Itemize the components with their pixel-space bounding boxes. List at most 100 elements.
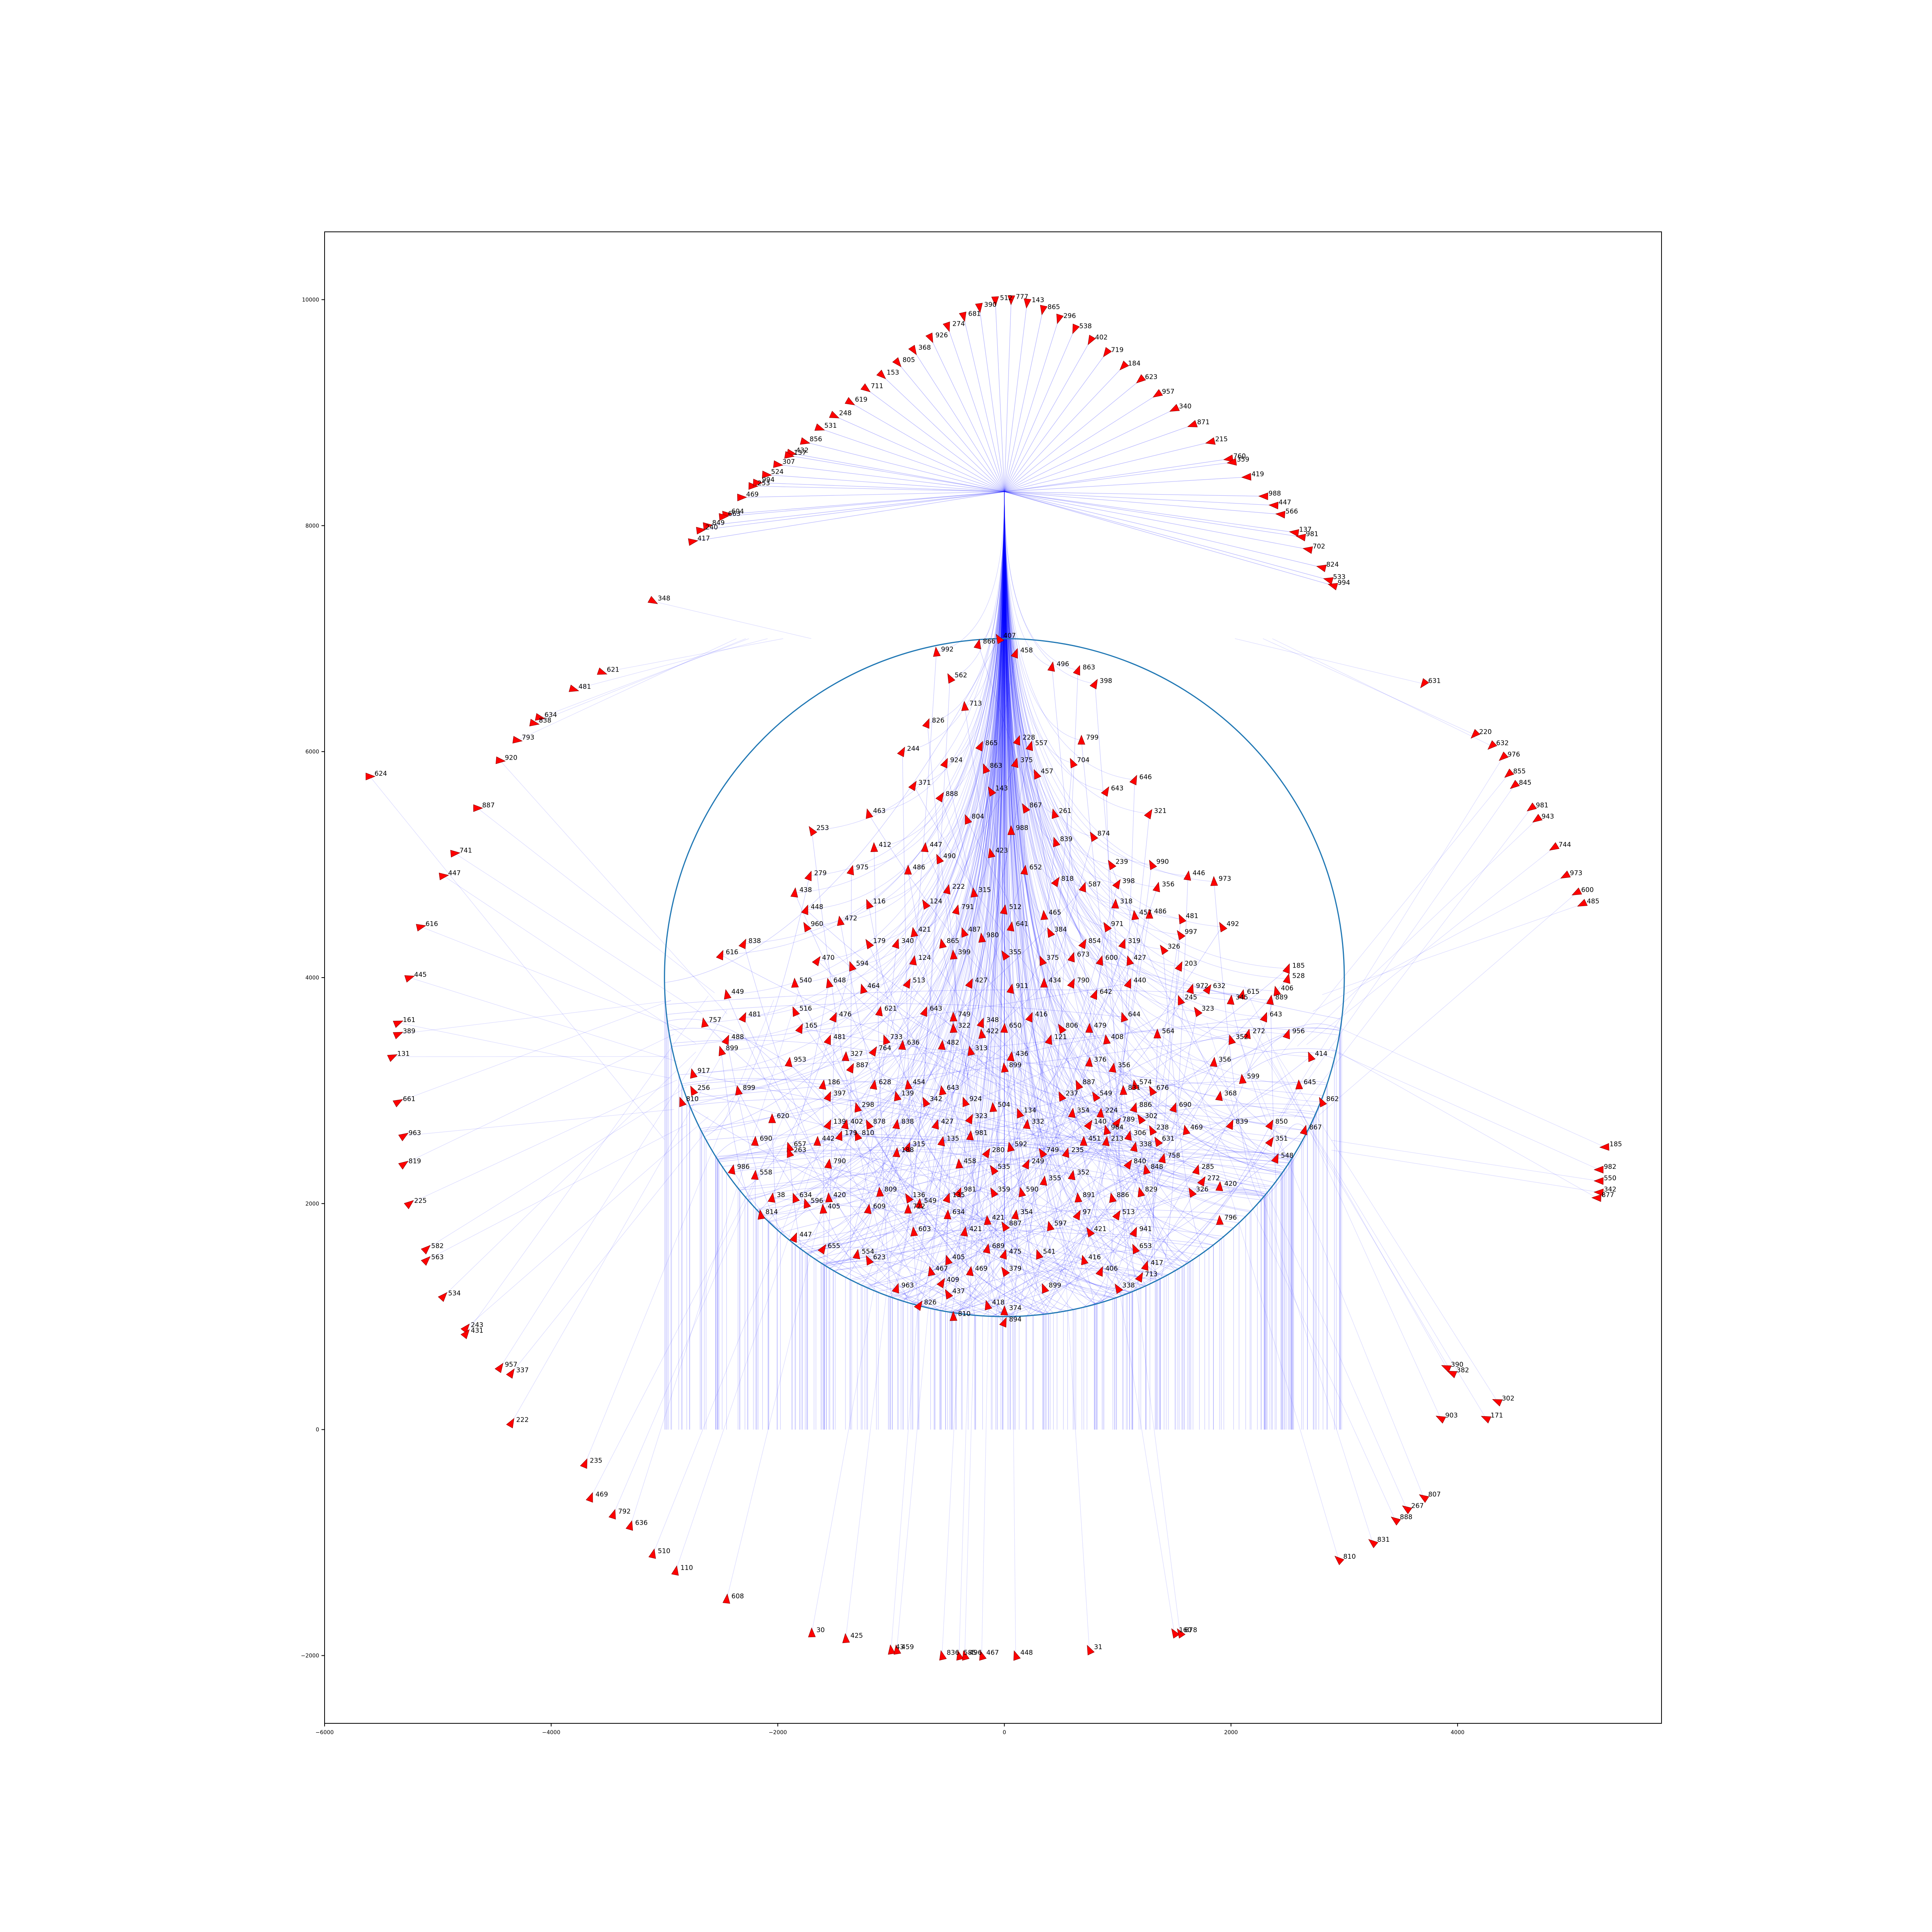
inner-marker bbox=[1103, 1034, 1111, 1044]
inner-marker-label: 179 bbox=[873, 937, 885, 945]
trajectory-line bbox=[1004, 492, 1025, 871]
inner-marker bbox=[1124, 1130, 1132, 1141]
trajectory-line bbox=[993, 492, 1005, 1108]
trajectory-line bbox=[1004, 492, 1222, 927]
trajectory-line bbox=[1004, 492, 1084, 888]
trajectory-line bbox=[941, 1231, 1090, 1430]
trajectory-line bbox=[1004, 492, 1135, 780]
trajectory-line bbox=[951, 893, 974, 1430]
trajectory-line bbox=[772, 1119, 778, 1430]
inner-marker-label: 557 bbox=[1035, 740, 1048, 747]
trajectory-line bbox=[794, 983, 1068, 1430]
trajectory-line bbox=[1004, 492, 1084, 944]
outer-marker-label: 831 bbox=[1377, 1536, 1389, 1544]
trajectory-line bbox=[973, 492, 1005, 893]
trajectory-line bbox=[1004, 492, 1019, 1114]
trajectory-line bbox=[828, 492, 1005, 1125]
inner-marker-label: 554 bbox=[862, 1248, 874, 1255]
arc-marker bbox=[696, 527, 706, 535]
trajectory-line bbox=[721, 1051, 754, 1430]
trajectory-line bbox=[1004, 366, 1124, 492]
trajectory-line bbox=[681, 1078, 971, 1430]
inner-marker-label: 749 bbox=[958, 1010, 970, 1018]
trajectory-line bbox=[811, 830, 918, 1430]
trajectory-line bbox=[500, 760, 728, 1014]
inner-marker bbox=[825, 1192, 833, 1202]
outer-marker-label: 302 bbox=[1502, 1395, 1514, 1403]
inner-marker-label: 213 bbox=[1111, 1135, 1123, 1143]
trajectory-line bbox=[987, 492, 1005, 1306]
trajectory-line bbox=[947, 327, 1005, 492]
inner-marker bbox=[1000, 904, 1008, 915]
inner-marker-label: 356 bbox=[1118, 1061, 1130, 1069]
arc-marker-label: 390 bbox=[984, 301, 997, 309]
trajectory-line bbox=[817, 492, 1005, 1142]
inner-marker bbox=[950, 949, 958, 960]
trajectory-line bbox=[1004, 492, 1214, 882]
inner-marker bbox=[716, 950, 723, 961]
trajectory-line bbox=[701, 887, 1084, 1430]
inner-marker bbox=[1112, 879, 1121, 889]
inner-marker-label: 840 bbox=[1134, 1158, 1146, 1165]
trajectory-line bbox=[888, 678, 951, 1430]
trajectory-line bbox=[1004, 492, 1012, 927]
inner-marker bbox=[1238, 989, 1245, 1000]
outer-marker-label: 877 bbox=[1602, 1191, 1614, 1199]
trajectory-line bbox=[534, 638, 746, 724]
inner-marker-label: 791 bbox=[961, 903, 974, 911]
arc-marker-label: 143 bbox=[1032, 296, 1044, 304]
inner-marker bbox=[949, 1011, 957, 1022]
outer-marker bbox=[1510, 780, 1520, 789]
trajectory-line bbox=[908, 983, 1266, 1430]
trajectory-line bbox=[1004, 492, 1010, 1147]
inner-marker-label: 988 bbox=[1016, 824, 1028, 832]
trajectory-line bbox=[1004, 492, 1044, 916]
outer-marker bbox=[1532, 814, 1543, 823]
trajectory-line bbox=[1004, 462, 1232, 492]
trajectory-line bbox=[1004, 492, 1073, 1114]
trajectory-line bbox=[573, 638, 768, 690]
trajectory-line bbox=[1004, 492, 1197, 1170]
outer-marker-label: 982 bbox=[1604, 1163, 1616, 1171]
inner-marker-label: 838 bbox=[901, 1118, 914, 1126]
inner-marker bbox=[1154, 1136, 1163, 1147]
trajectory-line bbox=[1004, 492, 1107, 1040]
inner-marker bbox=[1039, 955, 1047, 966]
x-tick-label: −4000 bbox=[542, 1730, 560, 1736]
outer-marker-label: 337 bbox=[516, 1366, 529, 1374]
inner-marker bbox=[965, 978, 973, 989]
inner-marker-label: 899 bbox=[743, 1084, 755, 1092]
inner-marker-label: 757 bbox=[709, 1016, 721, 1024]
trajectory-line bbox=[748, 791, 991, 1430]
trajectory-line bbox=[1004, 492, 1111, 865]
trajectory-line bbox=[668, 1028, 908, 1430]
trajectory-line bbox=[1250, 1031, 1452, 1373]
trajectory-line bbox=[913, 350, 1005, 492]
outer-marker-label: 624 bbox=[374, 770, 387, 777]
inner-marker bbox=[790, 887, 798, 898]
outer-marker bbox=[529, 719, 540, 726]
trajectory-line bbox=[398, 1000, 671, 1102]
trajectory-line bbox=[1272, 638, 1492, 747]
inner-marker-label: 634 bbox=[952, 1208, 965, 1216]
outer-marker-label: 838 bbox=[539, 717, 551, 724]
inner-marker bbox=[1019, 1187, 1026, 1197]
inner-marker bbox=[1283, 973, 1291, 984]
inner-marker-label: 356 bbox=[1162, 881, 1174, 888]
trajectory-line bbox=[1004, 492, 1018, 741]
inner-marker bbox=[1022, 803, 1030, 814]
trajectory-line bbox=[962, 1254, 1005, 1430]
trajectory-line bbox=[1206, 1022, 1373, 1543]
inner-marker bbox=[869, 1046, 877, 1057]
trajectory-line bbox=[722, 1141, 1158, 1430]
inner-marker-label: 796 bbox=[1224, 1214, 1236, 1222]
inner-marker-label: 488 bbox=[731, 1033, 744, 1041]
inner-marker bbox=[842, 1051, 849, 1061]
inner-marker bbox=[1126, 955, 1134, 966]
outer-marker-label: 485 bbox=[1587, 898, 1599, 905]
trajectory-line bbox=[1004, 476, 1247, 492]
trajectory-line bbox=[981, 492, 1005, 1034]
inner-marker-label: 646 bbox=[1139, 773, 1152, 781]
outer-marker bbox=[1420, 678, 1429, 689]
inner-marker-label: 620 bbox=[777, 1112, 789, 1120]
